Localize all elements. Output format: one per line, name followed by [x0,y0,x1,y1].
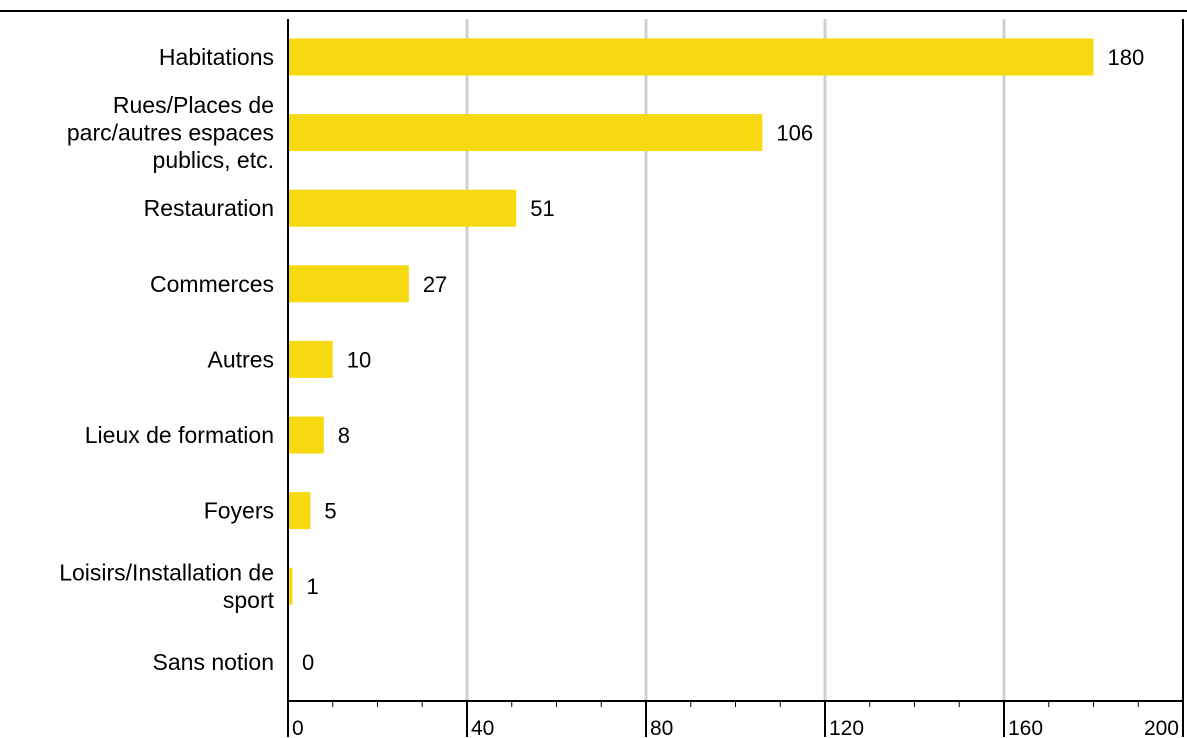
tick-label-0: 0 [292,717,304,738]
value-label-3: 27 [423,272,447,297]
bar-6 [288,492,311,530]
bar-0 [288,38,1094,76]
category-label-2: Restauration [144,195,274,221]
category-label-7: Loisirs/Installation de sport [59,559,274,613]
value-label-6: 5 [324,499,336,524]
bar-2 [288,189,517,227]
bar-5 [288,416,324,454]
tick-label-160: 160 [1008,717,1043,738]
value-label-1: 106 [776,121,813,146]
value-label-0: 180 [1108,45,1145,70]
category-label-1: Rues/Places de parc/autres espaces publics… [67,92,274,173]
value-label-2: 51 [530,196,554,221]
bar-7 [288,567,293,605]
tick-label-40: 40 [471,717,494,738]
value-label-5: 8 [338,423,350,448]
tick-label-200: 200 [1144,717,1179,738]
tick-label-80: 80 [650,717,673,738]
category-label-3: Commerces [150,271,274,297]
x-ticks: 0 40 80 120 160 200 [287,701,1184,738]
category-labels: Habitations Rues/Places de parc/autres esp… [59,44,274,675]
category-label-0: Habitations [159,44,274,70]
category-label-4: Autres [208,346,274,372]
bar-1 [288,114,763,152]
value-label-7: 1 [306,574,318,599]
category-label-5: Lieux de formation [85,422,274,448]
value-label-8: 0 [302,650,314,675]
category-label-6: Foyers [204,498,274,524]
bars [288,38,1094,605]
category-label-8: Sans notion [153,649,274,675]
value-label-4: 10 [347,347,371,372]
tick-label-120: 120 [829,717,864,738]
bar-3 [288,265,409,303]
bar-4 [288,340,333,378]
